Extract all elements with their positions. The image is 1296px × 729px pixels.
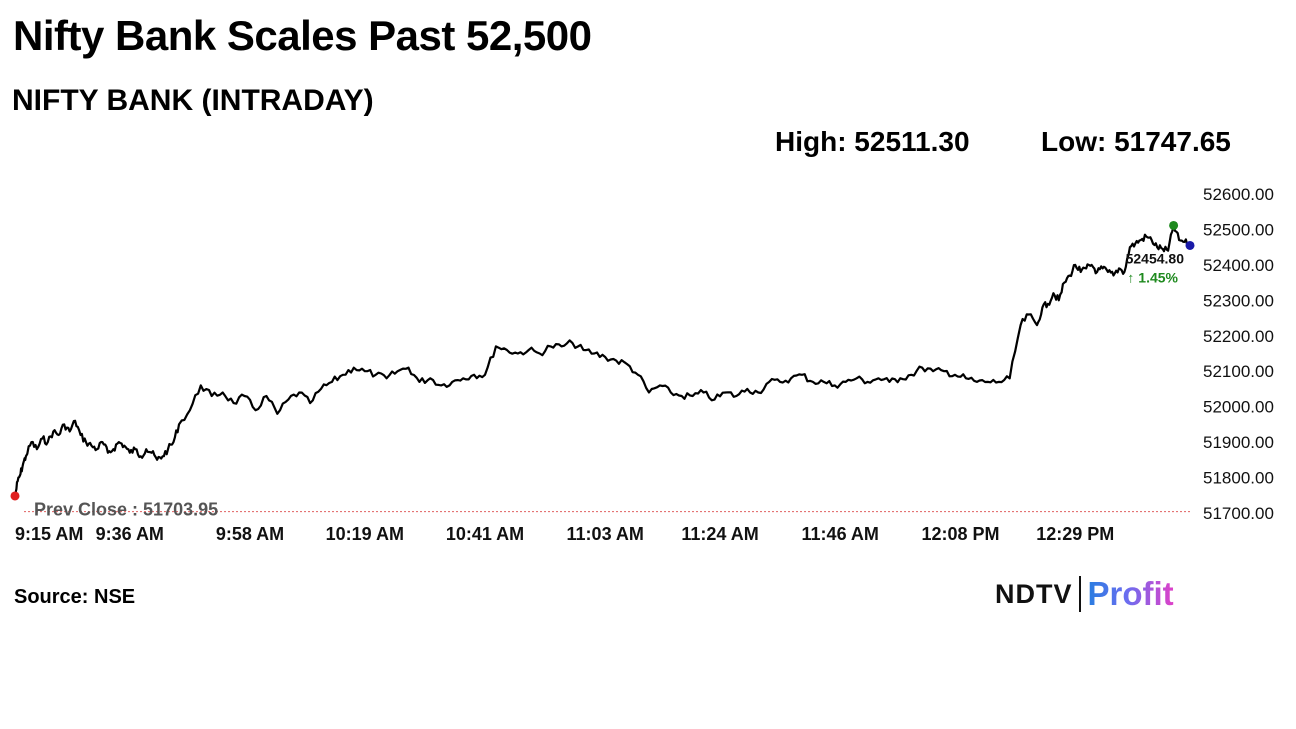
x-axis: 9:15 AM 9:36 AM 9:58 AM 10:19 AM 10:41 AM 11:… [15,524,1114,544]
y-tick-label: 52500.00 [1203,220,1274,239]
logo-separator [1078,576,1081,612]
x-tick-label: 12:08 PM [921,524,999,544]
high-point-marker [1169,220,1179,230]
x-tick-label: 11:03 AM [567,524,644,544]
x-tick-label: 9:15 AM [15,524,83,544]
series-line-nifty-bank [13,224,1191,497]
x-tick-label: 11:24 AM [681,524,758,544]
logo-profit-text: Profit [1087,575,1174,612]
x-tick-label: 9:58 AM [216,524,284,544]
last-price-label: 52454.80 [1126,250,1185,266]
start-point-marker [10,491,20,501]
y-tick-label: 51700.00 [1203,504,1274,523]
source-note: Source: NSE [14,586,136,608]
y-tick-label: 52200.00 [1203,327,1274,346]
y-tick-label: 51900.00 [1203,433,1274,452]
ndtv-profit-logo: NDTV Profit [995,574,1174,614]
low-value: Low: 51747.65 [1041,126,1231,157]
x-tick-label: 9:36 AM [96,524,164,544]
y-tick-label: 51800.00 [1203,469,1274,488]
logo-ndtv-text: NDTV [995,578,1073,609]
high-value: High: 52511.30 [775,126,970,157]
x-tick-label: 12:29 PM [1036,524,1114,544]
y-tick-label: 52000.00 [1203,398,1274,417]
change-percent-label: ↑ 1.45% [1127,269,1178,285]
x-tick-label: 11:46 AM [802,524,879,544]
y-tick-label: 52100.00 [1203,362,1274,381]
x-tick-label: 10:41 AM [446,524,524,544]
y-tick-label: 52300.00 [1203,291,1274,310]
y-tick-label: 52400.00 [1203,256,1274,275]
chart-subtitle: NIFTY BANK (INTRADAY) [12,84,374,117]
last-point-marker [1185,240,1195,250]
headline: Nifty Bank Scales Past 52,500 [13,12,592,59]
x-tick-label: 10:19 AM [326,524,404,544]
prev-close-label: Prev Close : 51703.95 [34,500,218,520]
y-tick-label: 52600.00 [1203,185,1274,204]
y-axis: 52600.00 52500.00 52400.00 52300.00 52200.00… [1203,185,1274,523]
